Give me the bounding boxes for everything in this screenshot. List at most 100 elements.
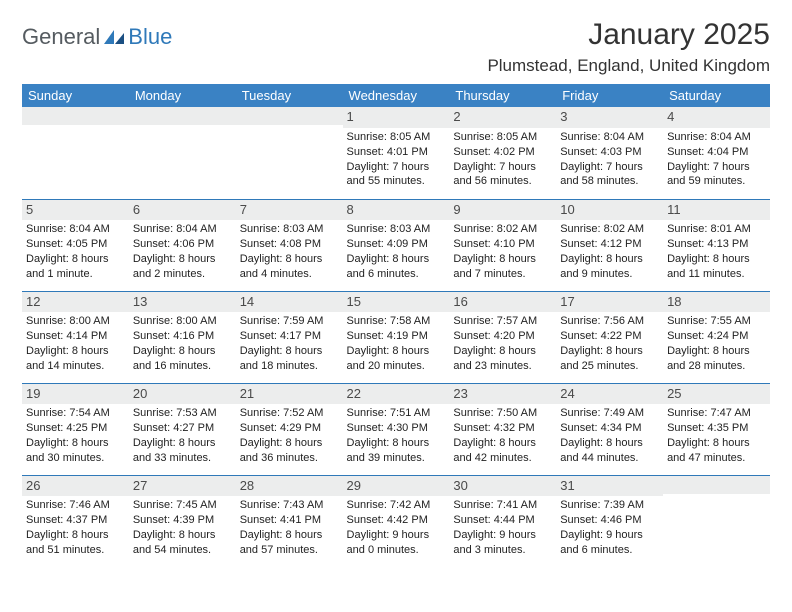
day-line: Sunset: 4:03 PM [560,145,659,160]
calendar-header-row: Sunday Monday Tuesday Wednesday Thursday… [22,84,770,107]
day-line: Sunset: 4:02 PM [453,145,552,160]
day-line: Sunrise: 7:59 AM [240,314,339,329]
calendar-cell: 20Sunrise: 7:53 AMSunset: 4:27 PMDayligh… [129,383,236,475]
day-body: Sunrise: 7:46 AMSunset: 4:37 PMDaylight:… [22,496,129,561]
calendar-cell: 9Sunrise: 8:02 AMSunset: 4:10 PMDaylight… [449,199,556,291]
day-number: 16 [449,292,556,313]
col-sunday: Sunday [22,84,129,107]
day-number [236,107,343,125]
day-line: and 2 minutes. [133,267,232,282]
day-body: Sunrise: 8:04 AMSunset: 4:05 PMDaylight:… [22,220,129,285]
day-line: Sunset: 4:05 PM [26,237,125,252]
day-line: and 6 minutes. [560,543,659,558]
day-line: and 58 minutes. [560,174,659,189]
day-line: and 44 minutes. [560,451,659,466]
day-line: Sunset: 4:22 PM [560,329,659,344]
calendar-cell: 15Sunrise: 7:58 AMSunset: 4:19 PMDayligh… [343,291,450,383]
day-number: 21 [236,384,343,405]
calendar-cell: 12Sunrise: 8:00 AMSunset: 4:14 PMDayligh… [22,291,129,383]
day-body: Sunrise: 8:02 AMSunset: 4:10 PMDaylight:… [449,220,556,285]
day-line: Sunset: 4:42 PM [347,513,446,528]
day-line: and 55 minutes. [347,174,446,189]
day-line: Sunset: 4:39 PM [133,513,232,528]
day-line: Sunset: 4:35 PM [667,421,766,436]
day-number: 3 [556,107,663,128]
day-line: Sunrise: 8:04 AM [560,130,659,145]
day-body: Sunrise: 8:03 AMSunset: 4:09 PMDaylight:… [343,220,450,285]
col-saturday: Saturday [663,84,770,107]
day-line: Daylight: 8 hours [347,344,446,359]
day-body: Sunrise: 8:04 AMSunset: 4:04 PMDaylight:… [663,128,770,193]
day-line: Sunrise: 7:50 AM [453,406,552,421]
calendar-cell: 13Sunrise: 8:00 AMSunset: 4:16 PMDayligh… [129,291,236,383]
day-body: Sunrise: 7:39 AMSunset: 4:46 PMDaylight:… [556,496,663,561]
day-body [663,494,770,500]
day-line: Sunset: 4:08 PM [240,237,339,252]
day-body: Sunrise: 8:02 AMSunset: 4:12 PMDaylight:… [556,220,663,285]
day-line: Sunrise: 8:04 AM [133,222,232,237]
calendar-cell: 24Sunrise: 7:49 AMSunset: 4:34 PMDayligh… [556,383,663,475]
day-line: and 42 minutes. [453,451,552,466]
day-line: Daylight: 8 hours [240,252,339,267]
day-line: Daylight: 8 hours [26,436,125,451]
day-line: Daylight: 8 hours [133,252,232,267]
day-line: Daylight: 8 hours [453,436,552,451]
day-body: Sunrise: 7:55 AMSunset: 4:24 PMDaylight:… [663,312,770,377]
calendar-cell: 28Sunrise: 7:43 AMSunset: 4:41 PMDayligh… [236,475,343,567]
day-line: and 51 minutes. [26,543,125,558]
day-body: Sunrise: 7:56 AMSunset: 4:22 PMDaylight:… [556,312,663,377]
day-body: Sunrise: 7:57 AMSunset: 4:20 PMDaylight:… [449,312,556,377]
day-line: Sunset: 4:01 PM [347,145,446,160]
day-number: 23 [449,384,556,405]
day-number: 17 [556,292,663,313]
calendar-cell: 5Sunrise: 8:04 AMSunset: 4:05 PMDaylight… [22,199,129,291]
day-line: Sunset: 4:46 PM [560,513,659,528]
day-line: and 33 minutes. [133,451,232,466]
day-line: Sunrise: 8:02 AM [453,222,552,237]
calendar-cell [663,475,770,567]
day-body: Sunrise: 7:43 AMSunset: 4:41 PMDaylight:… [236,496,343,561]
day-body: Sunrise: 8:00 AMSunset: 4:14 PMDaylight:… [22,312,129,377]
calendar-cell: 4Sunrise: 8:04 AMSunset: 4:04 PMDaylight… [663,107,770,199]
day-line: Daylight: 7 hours [560,160,659,175]
calendar-cell: 19Sunrise: 7:54 AMSunset: 4:25 PMDayligh… [22,383,129,475]
day-line: Sunrise: 7:54 AM [26,406,125,421]
day-line: Sunrise: 8:00 AM [133,314,232,329]
day-number: 29 [343,476,450,497]
calendar-cell: 1Sunrise: 8:05 AMSunset: 4:01 PMDaylight… [343,107,450,199]
logo-text-general: General [22,24,100,50]
day-number [22,107,129,125]
day-body: Sunrise: 8:00 AMSunset: 4:16 PMDaylight:… [129,312,236,377]
day-line: Sunrise: 7:58 AM [347,314,446,329]
day-line: Daylight: 8 hours [240,436,339,451]
col-friday: Friday [556,84,663,107]
calendar-cell: 23Sunrise: 7:50 AMSunset: 4:32 PMDayligh… [449,383,556,475]
day-line: and 47 minutes. [667,451,766,466]
day-line: Daylight: 8 hours [560,344,659,359]
day-line: and 30 minutes. [26,451,125,466]
day-body: Sunrise: 7:49 AMSunset: 4:34 PMDaylight:… [556,404,663,469]
calendar-cell: 25Sunrise: 7:47 AMSunset: 4:35 PMDayligh… [663,383,770,475]
day-line: Sunrise: 7:42 AM [347,498,446,513]
day-line: and 14 minutes. [26,359,125,374]
day-line: Sunrise: 7:41 AM [453,498,552,513]
day-body: Sunrise: 8:04 AMSunset: 4:03 PMDaylight:… [556,128,663,193]
day-line: and 1 minute. [26,267,125,282]
day-line: Sunrise: 7:53 AM [133,406,232,421]
day-line: Sunrise: 7:47 AM [667,406,766,421]
day-body: Sunrise: 8:05 AMSunset: 4:01 PMDaylight:… [343,128,450,193]
day-line: and 54 minutes. [133,543,232,558]
day-line: and 39 minutes. [347,451,446,466]
calendar-cell [236,107,343,199]
day-line: Sunset: 4:41 PM [240,513,339,528]
day-line: and 3 minutes. [453,543,552,558]
calendar-cell: 11Sunrise: 8:01 AMSunset: 4:13 PMDayligh… [663,199,770,291]
day-body: Sunrise: 7:51 AMSunset: 4:30 PMDaylight:… [343,404,450,469]
day-body: Sunrise: 7:58 AMSunset: 4:19 PMDaylight:… [343,312,450,377]
day-line: Daylight: 9 hours [560,528,659,543]
day-body: Sunrise: 7:42 AMSunset: 4:42 PMDaylight:… [343,496,450,561]
day-number: 15 [343,292,450,313]
calendar-cell: 16Sunrise: 7:57 AMSunset: 4:20 PMDayligh… [449,291,556,383]
day-line: Daylight: 8 hours [667,344,766,359]
day-number [129,107,236,125]
